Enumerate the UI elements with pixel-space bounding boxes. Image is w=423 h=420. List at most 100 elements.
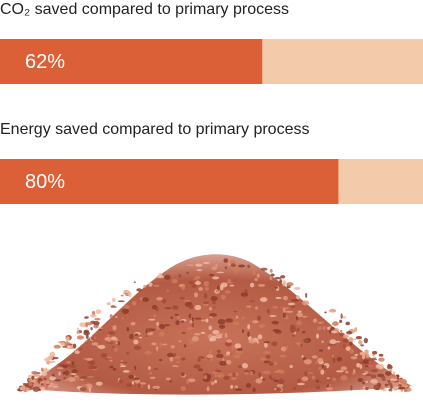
granule: [247, 264, 251, 269]
granule: [244, 289, 248, 293]
granule: [283, 308, 286, 313]
granule: [342, 344, 346, 349]
granule: [180, 386, 186, 391]
granule: [49, 351, 56, 357]
granule: [302, 357, 307, 360]
granule: [356, 362, 361, 368]
granule: [278, 378, 285, 385]
granule: [211, 335, 217, 342]
granule: [282, 312, 286, 318]
granule: [197, 356, 205, 359]
bar-label: CO₂ saved compared to primary process: [0, 1, 289, 18]
granule: [390, 384, 393, 390]
granule: [257, 334, 263, 340]
granule: [263, 360, 270, 364]
granule: [87, 375, 95, 378]
granule: [121, 317, 124, 320]
granule: [256, 273, 260, 278]
granule: [355, 336, 363, 340]
granule: [340, 366, 348, 371]
granule: [84, 316, 89, 319]
granule: [209, 349, 212, 354]
granule: [398, 386, 406, 390]
granule: [193, 364, 201, 369]
granule: [342, 338, 349, 343]
granule: [97, 344, 106, 349]
granule: [311, 375, 316, 380]
granule: [304, 371, 308, 377]
granule: [317, 357, 324, 363]
granule: [186, 378, 189, 385]
granule: [164, 274, 171, 280]
granule: [21, 386, 25, 392]
granule: [336, 356, 343, 362]
granule: [315, 333, 320, 339]
granule: [240, 292, 249, 297]
granule: [362, 354, 365, 360]
granule: [246, 305, 252, 308]
granule: [269, 275, 273, 281]
granule: [206, 386, 210, 392]
granule: [53, 344, 61, 349]
granule: [90, 314, 97, 318]
granule: [263, 342, 268, 348]
granule: [235, 349, 243, 355]
granule: [327, 346, 331, 350]
granule: [241, 363, 249, 369]
granule: [245, 383, 252, 388]
granule: [212, 276, 220, 280]
granule: [217, 357, 221, 360]
granule: [70, 373, 77, 376]
granule: [234, 385, 239, 389]
granule: [364, 370, 369, 374]
granule: [289, 327, 297, 333]
granule: [123, 304, 130, 309]
granule: [133, 339, 139, 345]
granule: [194, 317, 202, 320]
granule: [46, 380, 50, 385]
granule: [200, 331, 206, 335]
granule: [268, 361, 275, 366]
granule: [320, 369, 325, 375]
granule: [210, 381, 215, 386]
granule: [133, 377, 140, 380]
granule: [214, 374, 217, 378]
granule: [155, 306, 159, 312]
granule: [134, 365, 137, 370]
granule: [340, 329, 343, 333]
granule: [297, 378, 301, 384]
granule: [218, 324, 226, 329]
granule: [28, 381, 33, 387]
granule: [260, 376, 263, 380]
granule: [282, 295, 289, 301]
granule: [301, 376, 309, 382]
granule: [91, 342, 99, 346]
granule: [329, 326, 335, 331]
granule: [345, 370, 349, 374]
granule: [156, 275, 165, 279]
granule: [79, 387, 87, 392]
value-label: 62%: [25, 51, 65, 73]
granule: [230, 263, 236, 268]
granule: [98, 327, 103, 329]
granule: [358, 339, 363, 345]
granule: [365, 353, 370, 359]
granule: [215, 289, 220, 293]
granule: [268, 374, 272, 380]
granule: [329, 308, 337, 313]
granule: [171, 278, 178, 284]
granule: [359, 364, 363, 369]
granule: [88, 387, 91, 393]
granule: [209, 273, 215, 277]
granule: [271, 306, 279, 309]
granule: [224, 266, 228, 270]
granule: [254, 278, 258, 282]
granule: [276, 384, 284, 388]
granule: [311, 355, 318, 359]
granule: [215, 333, 221, 338]
granule: [354, 353, 359, 356]
granule: [125, 352, 130, 355]
granule: [129, 333, 134, 340]
granule: [292, 334, 296, 338]
granule: [407, 388, 412, 392]
